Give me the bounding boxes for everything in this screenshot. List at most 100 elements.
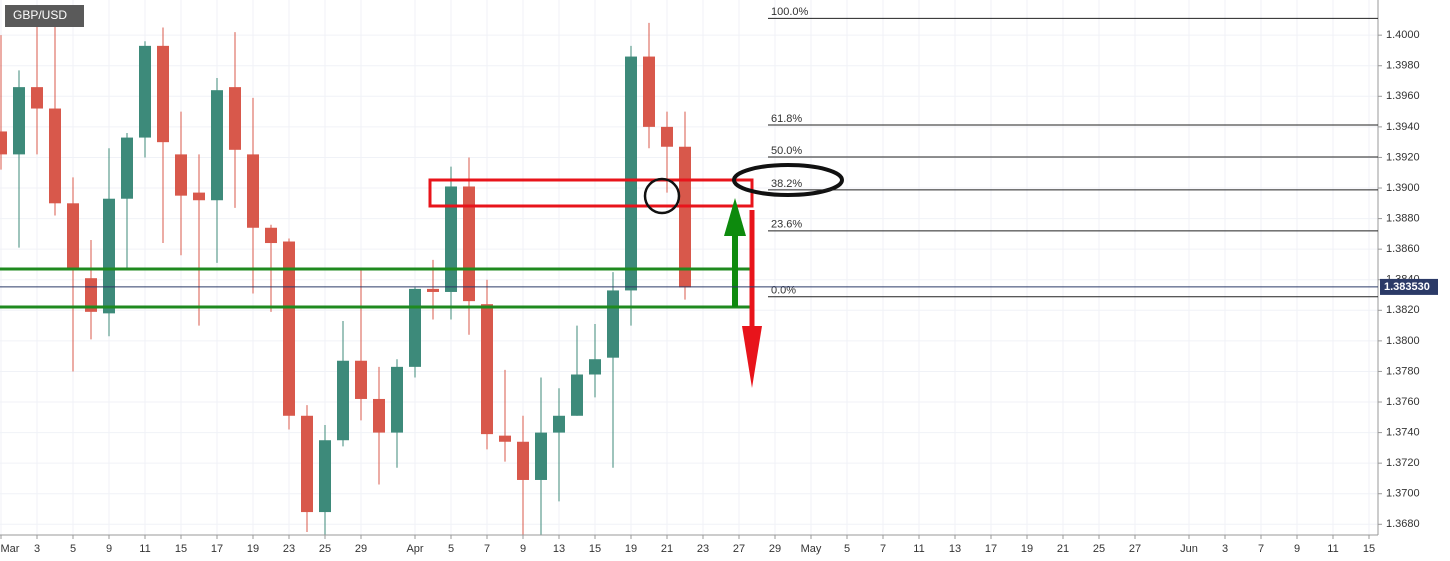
x-tick-label: 5 [70, 543, 76, 555]
x-tick-label: 25 [1093, 543, 1105, 555]
x-tick-label: 27 [733, 543, 745, 555]
candle-body [211, 90, 223, 201]
y-tick-label: 1.3900 [1386, 182, 1420, 194]
candle-body [121, 137, 133, 199]
fib-label: 38.2% [771, 178, 802, 190]
y-tick-label: 1.3760 [1386, 396, 1420, 408]
symbol-badge [5, 5, 84, 27]
x-tick-label: 21 [661, 543, 673, 555]
x-tick-label: 11 [913, 543, 924, 555]
y-tick-label: 1.3820 [1386, 304, 1420, 316]
x-tick-label: Mar [1, 543, 20, 555]
candle-body [49, 108, 61, 204]
y-tick-label: 1.3960 [1386, 90, 1420, 102]
x-tick-label: 9 [520, 543, 526, 555]
candle-body [463, 186, 475, 302]
y-tick-label: 1.3880 [1386, 212, 1420, 224]
candle-body [247, 154, 259, 228]
candle-body [319, 440, 331, 513]
last-price-label: 1.383530 [1384, 281, 1430, 293]
candle-body [571, 374, 583, 416]
chart-title: GBP/USD [13, 8, 67, 22]
x-tick-label: 9 [1294, 543, 1300, 555]
highlight-circle [643, 177, 681, 215]
candle-body [31, 87, 43, 109]
candle-body [337, 360, 349, 441]
y-tick-label: 1.3800 [1386, 335, 1420, 347]
y-tick-label: 1.3700 [1386, 488, 1420, 500]
candle-body [661, 126, 673, 147]
x-tick-label: May [801, 543, 822, 555]
last-price-badge [1380, 278, 1438, 295]
candle-body [517, 441, 529, 480]
x-tick-label: 7 [1258, 543, 1264, 555]
fib-label: 100.0% [771, 6, 809, 18]
x-tick-label: 21 [1057, 543, 1069, 555]
candle-body [679, 146, 691, 288]
candle-body [265, 227, 277, 244]
candle-body [535, 432, 547, 480]
annotations [0, 163, 844, 388]
candle-body [301, 415, 313, 513]
y-tick-label: 1.3980 [1386, 60, 1420, 72]
candle-body [229, 87, 241, 150]
candle-body [643, 56, 655, 127]
x-tick-label: 3 [1222, 543, 1228, 555]
y-tick-label: 1.4000 [1386, 29, 1420, 41]
x-tick-label: 15 [175, 543, 187, 555]
x-tick-label: 13 [949, 543, 961, 555]
candle-body [193, 192, 205, 201]
x-tick-label: 23 [697, 543, 709, 555]
y-tick-label: 1.3720 [1386, 457, 1420, 469]
candle-body [283, 241, 295, 416]
candle-body [499, 435, 511, 442]
x-tick-label: 19 [625, 543, 637, 555]
candle-body [445, 186, 457, 292]
candle-body [157, 45, 169, 143]
x-tick-label: 7 [484, 543, 490, 555]
candle-body [103, 198, 115, 314]
x-tick-label: 3 [34, 543, 40, 555]
x-tick-label: 25 [319, 543, 331, 555]
candle-body [409, 288, 421, 367]
x-tick-label: 11 [1327, 543, 1338, 555]
y-tick-label: 1.3860 [1386, 243, 1420, 255]
candle-body [373, 398, 385, 433]
candle-body [139, 45, 151, 138]
candle-body [481, 304, 493, 435]
x-tick-label: 17 [985, 543, 997, 555]
highlight-ellipse [732, 163, 844, 197]
x-tick-label: 15 [1363, 543, 1375, 555]
candle-body [589, 359, 601, 375]
fib-label: 61.8% [771, 113, 802, 125]
x-tick-label: 11 [139, 543, 150, 555]
y-tick-label: 1.3680 [1386, 518, 1420, 530]
x-tick-label: 23 [283, 543, 295, 555]
candle-body [625, 56, 637, 291]
x-tick-label: Apr [406, 543, 423, 555]
candle-body [553, 415, 565, 433]
y-tick-label: 1.3780 [1386, 365, 1420, 377]
fib-label: 23.6% [771, 219, 802, 231]
mark-layer [0, 10, 691, 535]
x-tick-label: 15 [589, 543, 601, 555]
candle-body [355, 360, 367, 399]
x-tick-label: 19 [1021, 543, 1033, 555]
x-tick-label: 5 [448, 543, 454, 555]
x-tick-label: 5 [844, 543, 850, 555]
x-tick-label: 9 [106, 543, 112, 555]
x-tick-label: 7 [880, 543, 886, 555]
resistance-box [428, 178, 754, 208]
y-tick-label: 1.3920 [1386, 151, 1420, 163]
candle-body [607, 290, 619, 358]
candle-body [391, 366, 403, 433]
candle-body [0, 131, 7, 155]
x-tick-label: 29 [355, 543, 367, 555]
candle-body [427, 288, 439, 292]
candle-body [67, 203, 79, 268]
y-tick-label: 1.3740 [1386, 426, 1420, 438]
candle-body [175, 154, 187, 196]
x-tick-label: 27 [1129, 543, 1141, 555]
fib-label: 50.0% [771, 145, 802, 157]
